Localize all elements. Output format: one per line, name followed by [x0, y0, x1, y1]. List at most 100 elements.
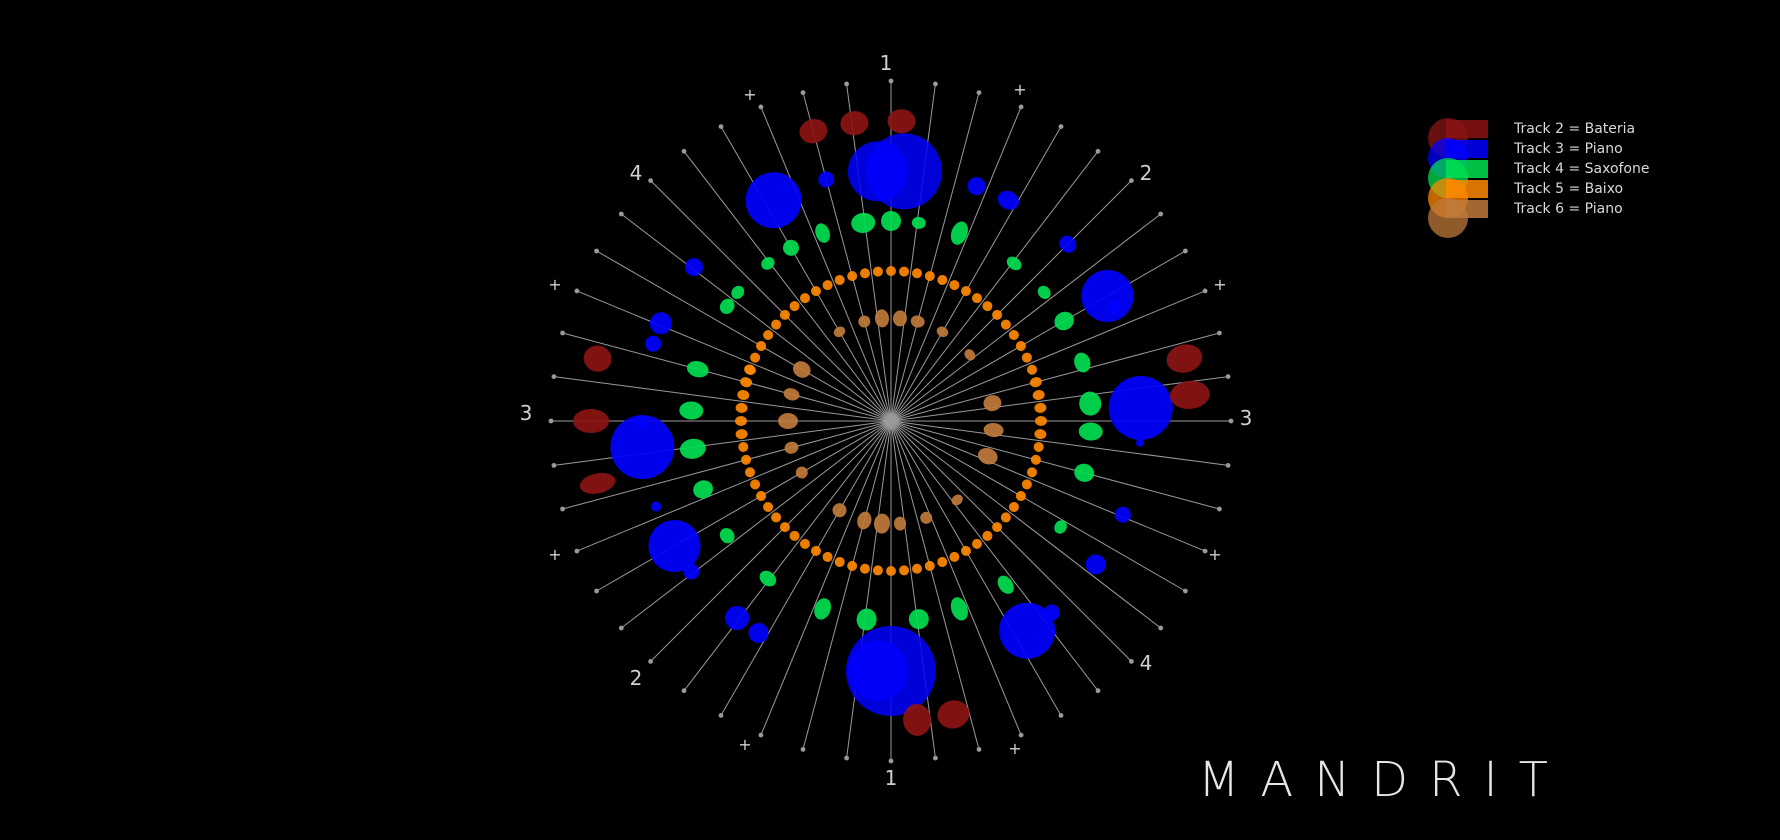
note-blob-track-4	[997, 575, 1014, 594]
note-blob-track-3	[610, 415, 675, 480]
note-blob-track-5	[1008, 330, 1019, 340]
legend-label: Track 4 = Saxofone	[1514, 161, 1650, 177]
note-blob-track-4	[856, 608, 877, 631]
spoke-line	[890, 126, 1062, 422]
spoke-end-dot	[648, 178, 653, 184]
spoke-end-dot	[1202, 288, 1208, 294]
marker-plus-6: +	[1208, 545, 1221, 564]
spoke-end-dot	[758, 732, 764, 738]
note-blob-track-5	[912, 563, 923, 574]
spoke-end-dot	[976, 747, 982, 752]
note-blob-track-6	[795, 466, 808, 479]
note-blob-track-4	[851, 212, 876, 233]
spoke-end-dot	[1202, 548, 1208, 554]
note-blob-track-3	[997, 190, 1019, 210]
spoke-end-dot	[1058, 713, 1064, 718]
legend-item-track-3: Track 3 = Piano	[1428, 138, 1668, 178]
note-blob-track-4	[1078, 422, 1103, 441]
spoke-line	[890, 92, 980, 422]
legend: Track 2 = Bateria Track 3 = Piano Track …	[1428, 118, 1668, 238]
spoke-end-dot	[1183, 588, 1188, 594]
spoke-line	[890, 213, 1162, 422]
note-blob-track-4	[1074, 463, 1095, 482]
note-blob-track-5	[1030, 454, 1041, 465]
marker-plus-1: +	[743, 85, 756, 104]
note-blob-track-6	[793, 361, 811, 378]
spoke-end-dot	[618, 211, 624, 217]
spoke-end-dot	[718, 124, 724, 129]
note-blob-track-4	[1079, 391, 1102, 416]
marker-plus-3: +	[548, 275, 561, 294]
spoke-end-dot	[1217, 506, 1222, 512]
spoke-end-dot	[681, 688, 687, 694]
note-blob-track-3	[847, 640, 908, 701]
note-blob-track-5	[745, 467, 755, 478]
note-blob-track-3	[648, 520, 701, 572]
note-blob-track-5	[737, 389, 750, 401]
spoke-end-dot	[594, 588, 599, 594]
note-blob-track-6	[778, 413, 798, 429]
note-blob-track-5	[937, 275, 948, 285]
spoke-end-dot	[594, 248, 599, 254]
spoke-end-dot	[933, 81, 938, 87]
note-blob-track-6	[951, 494, 963, 506]
note-blob-track-5	[982, 530, 993, 541]
spoke-line	[890, 420, 1162, 629]
note-blob-track-5	[834, 275, 845, 285]
spoke-end-dot	[1228, 418, 1234, 424]
spoke-end-dot	[574, 548, 580, 554]
marker-lower-left: 2	[630, 666, 643, 690]
marker-right: 3	[1240, 406, 1253, 430]
note-blob-track-5	[949, 280, 960, 291]
note-blob-track-5	[735, 402, 748, 413]
note-blob-track-6	[978, 447, 998, 465]
note-blob-track-5	[1033, 442, 1044, 452]
note-blob-track-6	[858, 315, 871, 328]
note-blob-track-4	[881, 211, 901, 231]
legend-bar-bateria	[1446, 120, 1488, 138]
note-blob-track-3	[1136, 438, 1144, 447]
spoke-end-dot	[1225, 463, 1231, 468]
note-blob-track-5	[738, 442, 749, 452]
note-blob-track-5	[961, 286, 971, 297]
note-blob-track-4	[686, 360, 709, 378]
note-blob-track-4	[1054, 520, 1067, 534]
spoke-end-dot	[574, 288, 580, 294]
spoke-line	[890, 83, 936, 422]
note-blob-track-2	[579, 472, 616, 494]
note-blob-track-4	[815, 223, 831, 243]
spoke-end-dot	[844, 755, 849, 761]
spoke-end-dot	[1183, 248, 1188, 254]
note-blob-track-4	[679, 438, 706, 459]
marker-plus-5: +	[548, 545, 561, 564]
note-blob-track-5	[1015, 341, 1026, 351]
note-blob-track-3	[1108, 375, 1173, 440]
spoke-end-dot	[548, 418, 554, 424]
note-blob-track-5	[1034, 402, 1047, 413]
spoke-line	[562, 420, 892, 510]
spoke-end-dot	[560, 506, 565, 512]
note-blob-track-5	[886, 266, 896, 276]
spoke-line	[802, 92, 892, 422]
note-blob-track-5	[1034, 429, 1047, 440]
legend-label: Track 2 = Bateria	[1514, 121, 1636, 137]
note-blob-track-6	[857, 511, 872, 530]
note-blob-track-4	[950, 221, 968, 245]
note-blob-track-5	[740, 377, 753, 388]
spoke-end-dot	[618, 625, 624, 631]
note-blob-track-5	[924, 271, 935, 282]
spoke-line	[890, 420, 1062, 716]
spoke-end-dot	[718, 713, 724, 718]
spoke-end-dot	[800, 747, 806, 752]
spoke-line	[890, 420, 980, 750]
spoke-line	[890, 420, 1132, 662]
spoke-end-dot	[1158, 211, 1164, 217]
marker-plus-4: +	[1213, 275, 1226, 294]
spoke-line	[553, 420, 892, 466]
spoke-end-dot	[758, 104, 764, 110]
note-blob-track-3	[1085, 554, 1106, 575]
marker-left: 3	[520, 401, 533, 425]
spoke-line	[890, 420, 1229, 466]
note-blob-track-4	[1054, 311, 1074, 331]
note-blob-track-2	[903, 703, 932, 736]
